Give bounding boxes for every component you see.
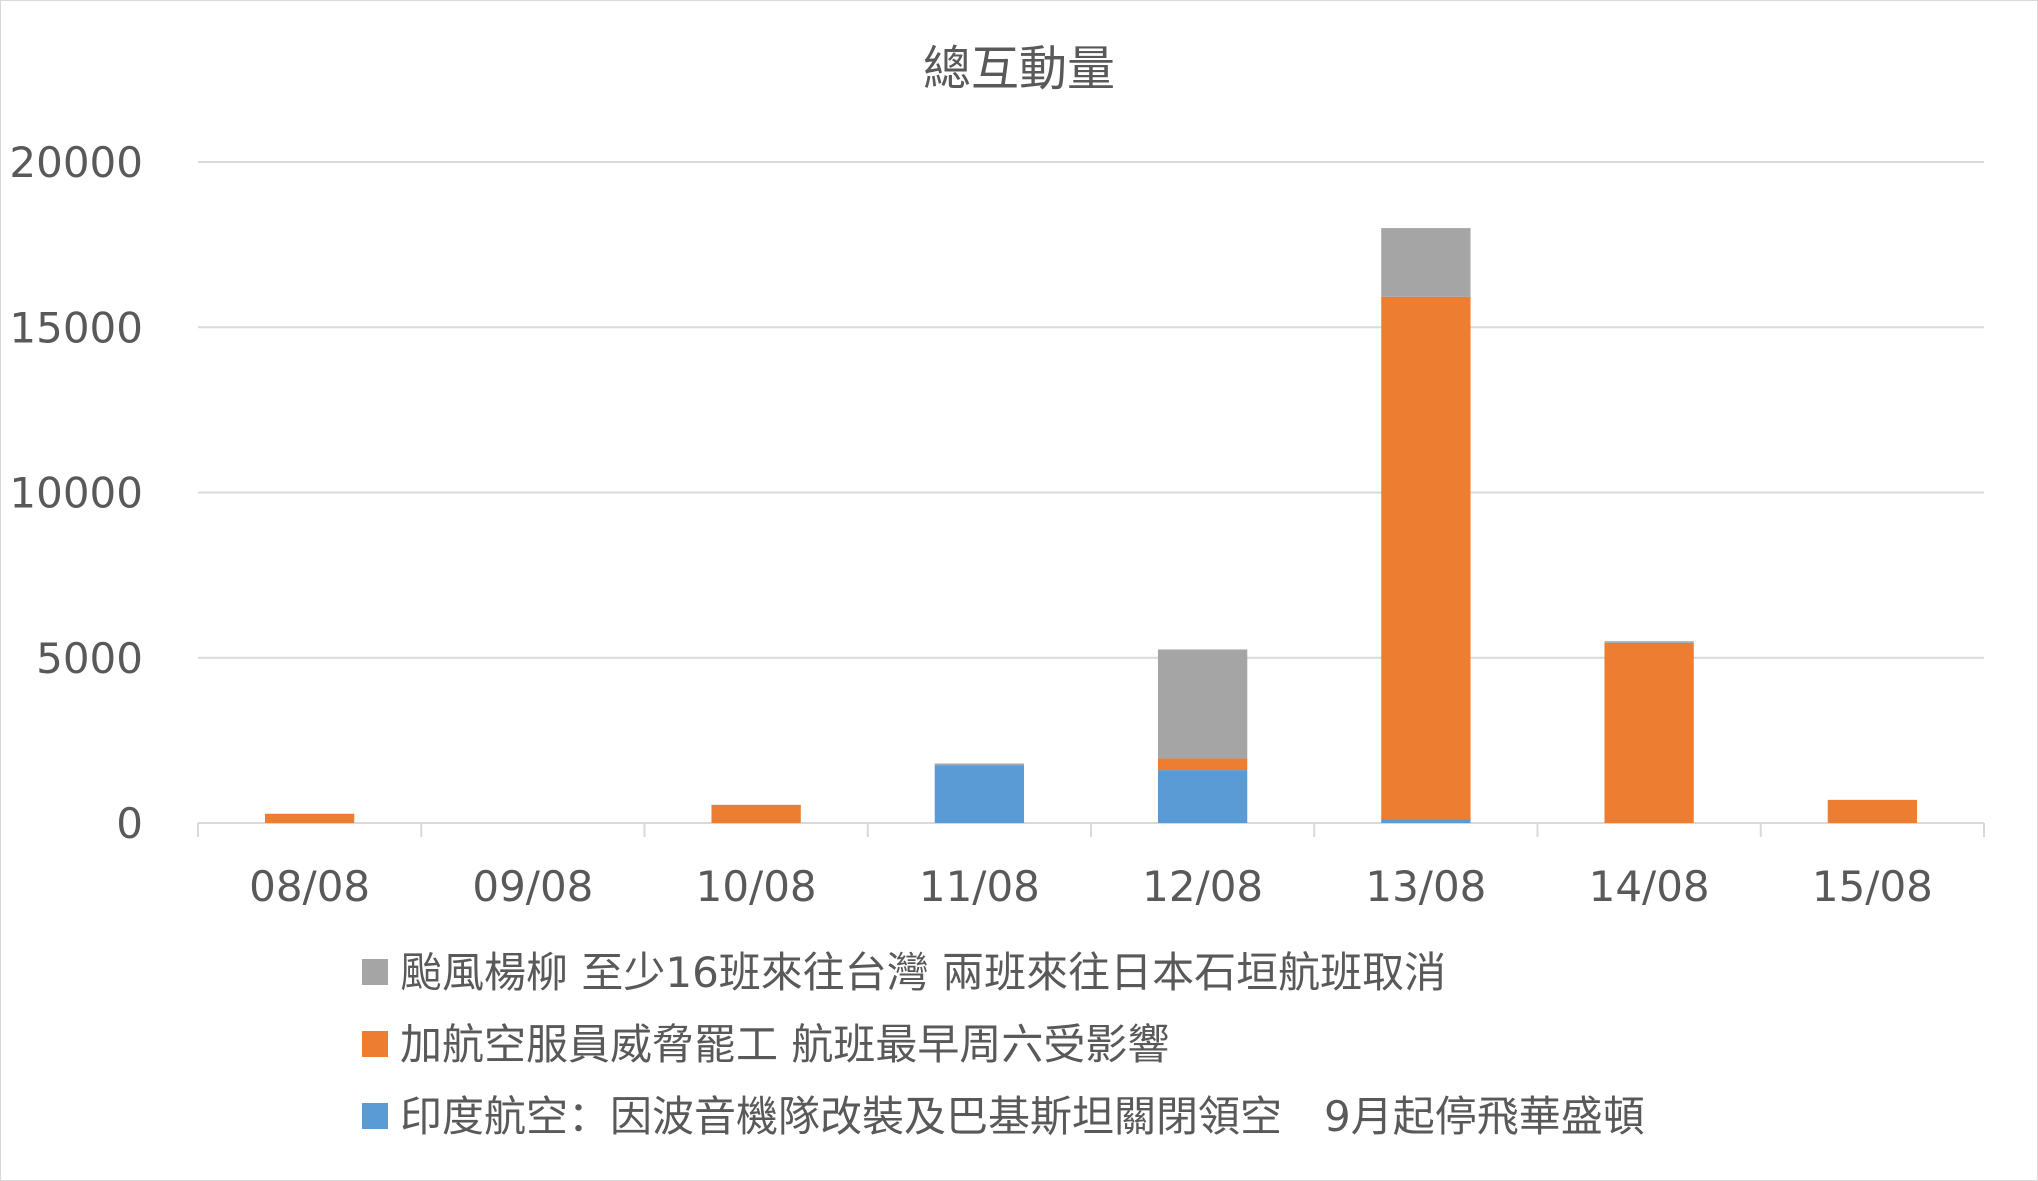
bar-14/08-series-2 — [1604, 641, 1694, 643]
y-tick-label-1: 5000 — [36, 634, 143, 683]
y-tick-label-4: 20000 — [9, 138, 143, 187]
x-tick-label-14/08: 14/08 — [1589, 862, 1710, 911]
x-tick-label-10/08: 10/08 — [696, 862, 817, 911]
bar-15/08-series-1 — [1827, 799, 1918, 823]
y-tick-label-2: 10000 — [9, 469, 143, 518]
bar-12/08-series-1 — [1157, 758, 1248, 771]
bars-layer — [264, 228, 1918, 823]
y-tick-labels: 0 5000 10000 15000 20000 — [9, 138, 143, 848]
x-tick-label-15/08: 15/08 — [1812, 862, 1933, 911]
bar-13/08-series-2 — [1381, 228, 1471, 297]
bar-11/08-series-0 — [934, 765, 1025, 823]
x-tick-label-12/08: 12/08 — [1142, 862, 1263, 911]
bar-13/08-series-0 — [1381, 819, 1471, 823]
legend-label-1: 加航空服員威脅罷工 航班最早周六受影響 — [400, 1020, 1169, 1069]
bar-14/08-series-1 — [1604, 642, 1694, 823]
chart-title: 總互動量 — [923, 41, 1115, 97]
bar-12/08-series-0 — [1157, 770, 1248, 823]
y-tick-label-0: 0 — [116, 799, 143, 848]
y-tick-label-3: 15000 — [9, 303, 143, 352]
bar-11/08-series-2 — [934, 763, 1025, 766]
legend-label-0: 印度航空：因波音機隊改裝及巴基斯坦關閉領空 9月起停飛華盛頓 — [400, 1092, 1645, 1141]
grid-layer — [198, 161, 1984, 659]
bar-12/08-series-2 — [1157, 649, 1248, 759]
x-tick-labels: 08/08 09/08 10/08 11/08 12/08 13/08 14/08 15/08 — [249, 862, 1933, 911]
bar-13/08-series-1 — [1381, 296, 1471, 820]
x-tick-label-09/08: 09/08 — [472, 862, 593, 911]
legend-swatch-1 — [362, 1031, 388, 1057]
bar-08/08-series-1 — [264, 813, 355, 823]
x-tick-label-11/08: 11/08 — [919, 862, 1040, 911]
x-tick-label-13/08: 13/08 — [1365, 862, 1486, 911]
axis-layer — [197, 822, 1985, 837]
legend-swatch-2 — [362, 959, 388, 985]
x-tick-label-08/08: 08/08 — [249, 862, 370, 911]
bar-10/08-series-1 — [711, 804, 801, 823]
legend-label-2: 颱風楊柳 至少16班來往台灣 兩班來往日本石垣航班取消 — [400, 948, 1446, 997]
legend-swatch-0 — [362, 1103, 388, 1129]
